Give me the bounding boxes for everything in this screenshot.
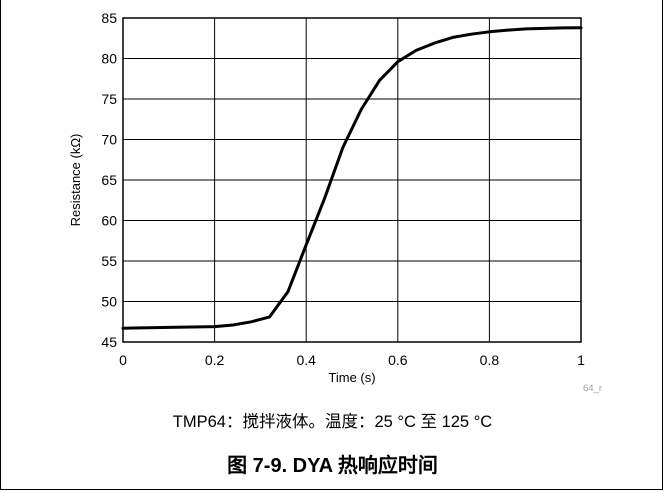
- y-axis-label: Resistance (kΩ): [68, 134, 83, 227]
- figure-id-label: 64_r: [583, 383, 603, 394]
- x-tick-label: 0.6: [388, 352, 408, 368]
- figure-caption: 图 7-9. DYA 热响应时间: [227, 455, 438, 477]
- plot-area: [122, 17, 582, 343]
- y-tick-label: 65: [101, 172, 117, 188]
- x-tick-label: 0.4: [296, 352, 316, 368]
- figure-subcaption: TMP64：搅拌液体。温度：25 °C 至 125 °C: [172, 413, 493, 431]
- x-axis-ticks: 0 0.2 0.4 0.6 0.8 1: [119, 352, 585, 368]
- x-tick-label: 0: [119, 352, 127, 368]
- y-tick-label: 45: [101, 334, 117, 350]
- resistance-vs-time-chart: 45 50 55 60 65 70 75 80 85 0 0.2 0.4 0.6 0.8 1 Time (…: [68, 10, 585, 385]
- y-tick-label: 75: [101, 91, 117, 107]
- y-tick-label: 50: [101, 294, 117, 310]
- y-tick-label: 60: [101, 213, 117, 229]
- series-line-resistance: [121, 26, 583, 330]
- y-axis-ticks: 45 50 55 60 65 70 75 80 85: [101, 10, 117, 350]
- y-tick-label: 70: [101, 132, 117, 148]
- y-tick-label: 85: [101, 10, 117, 26]
- x-tick-label: 1: [577, 352, 585, 368]
- x-tick-label: 0.8: [480, 352, 500, 368]
- y-tick-label: 55: [101, 253, 117, 269]
- x-tick-label: 0.2: [205, 352, 225, 368]
- grid-lines: [122, 17, 582, 343]
- y-tick-label: 80: [101, 51, 117, 67]
- x-axis-label: Time (s): [328, 370, 375, 385]
